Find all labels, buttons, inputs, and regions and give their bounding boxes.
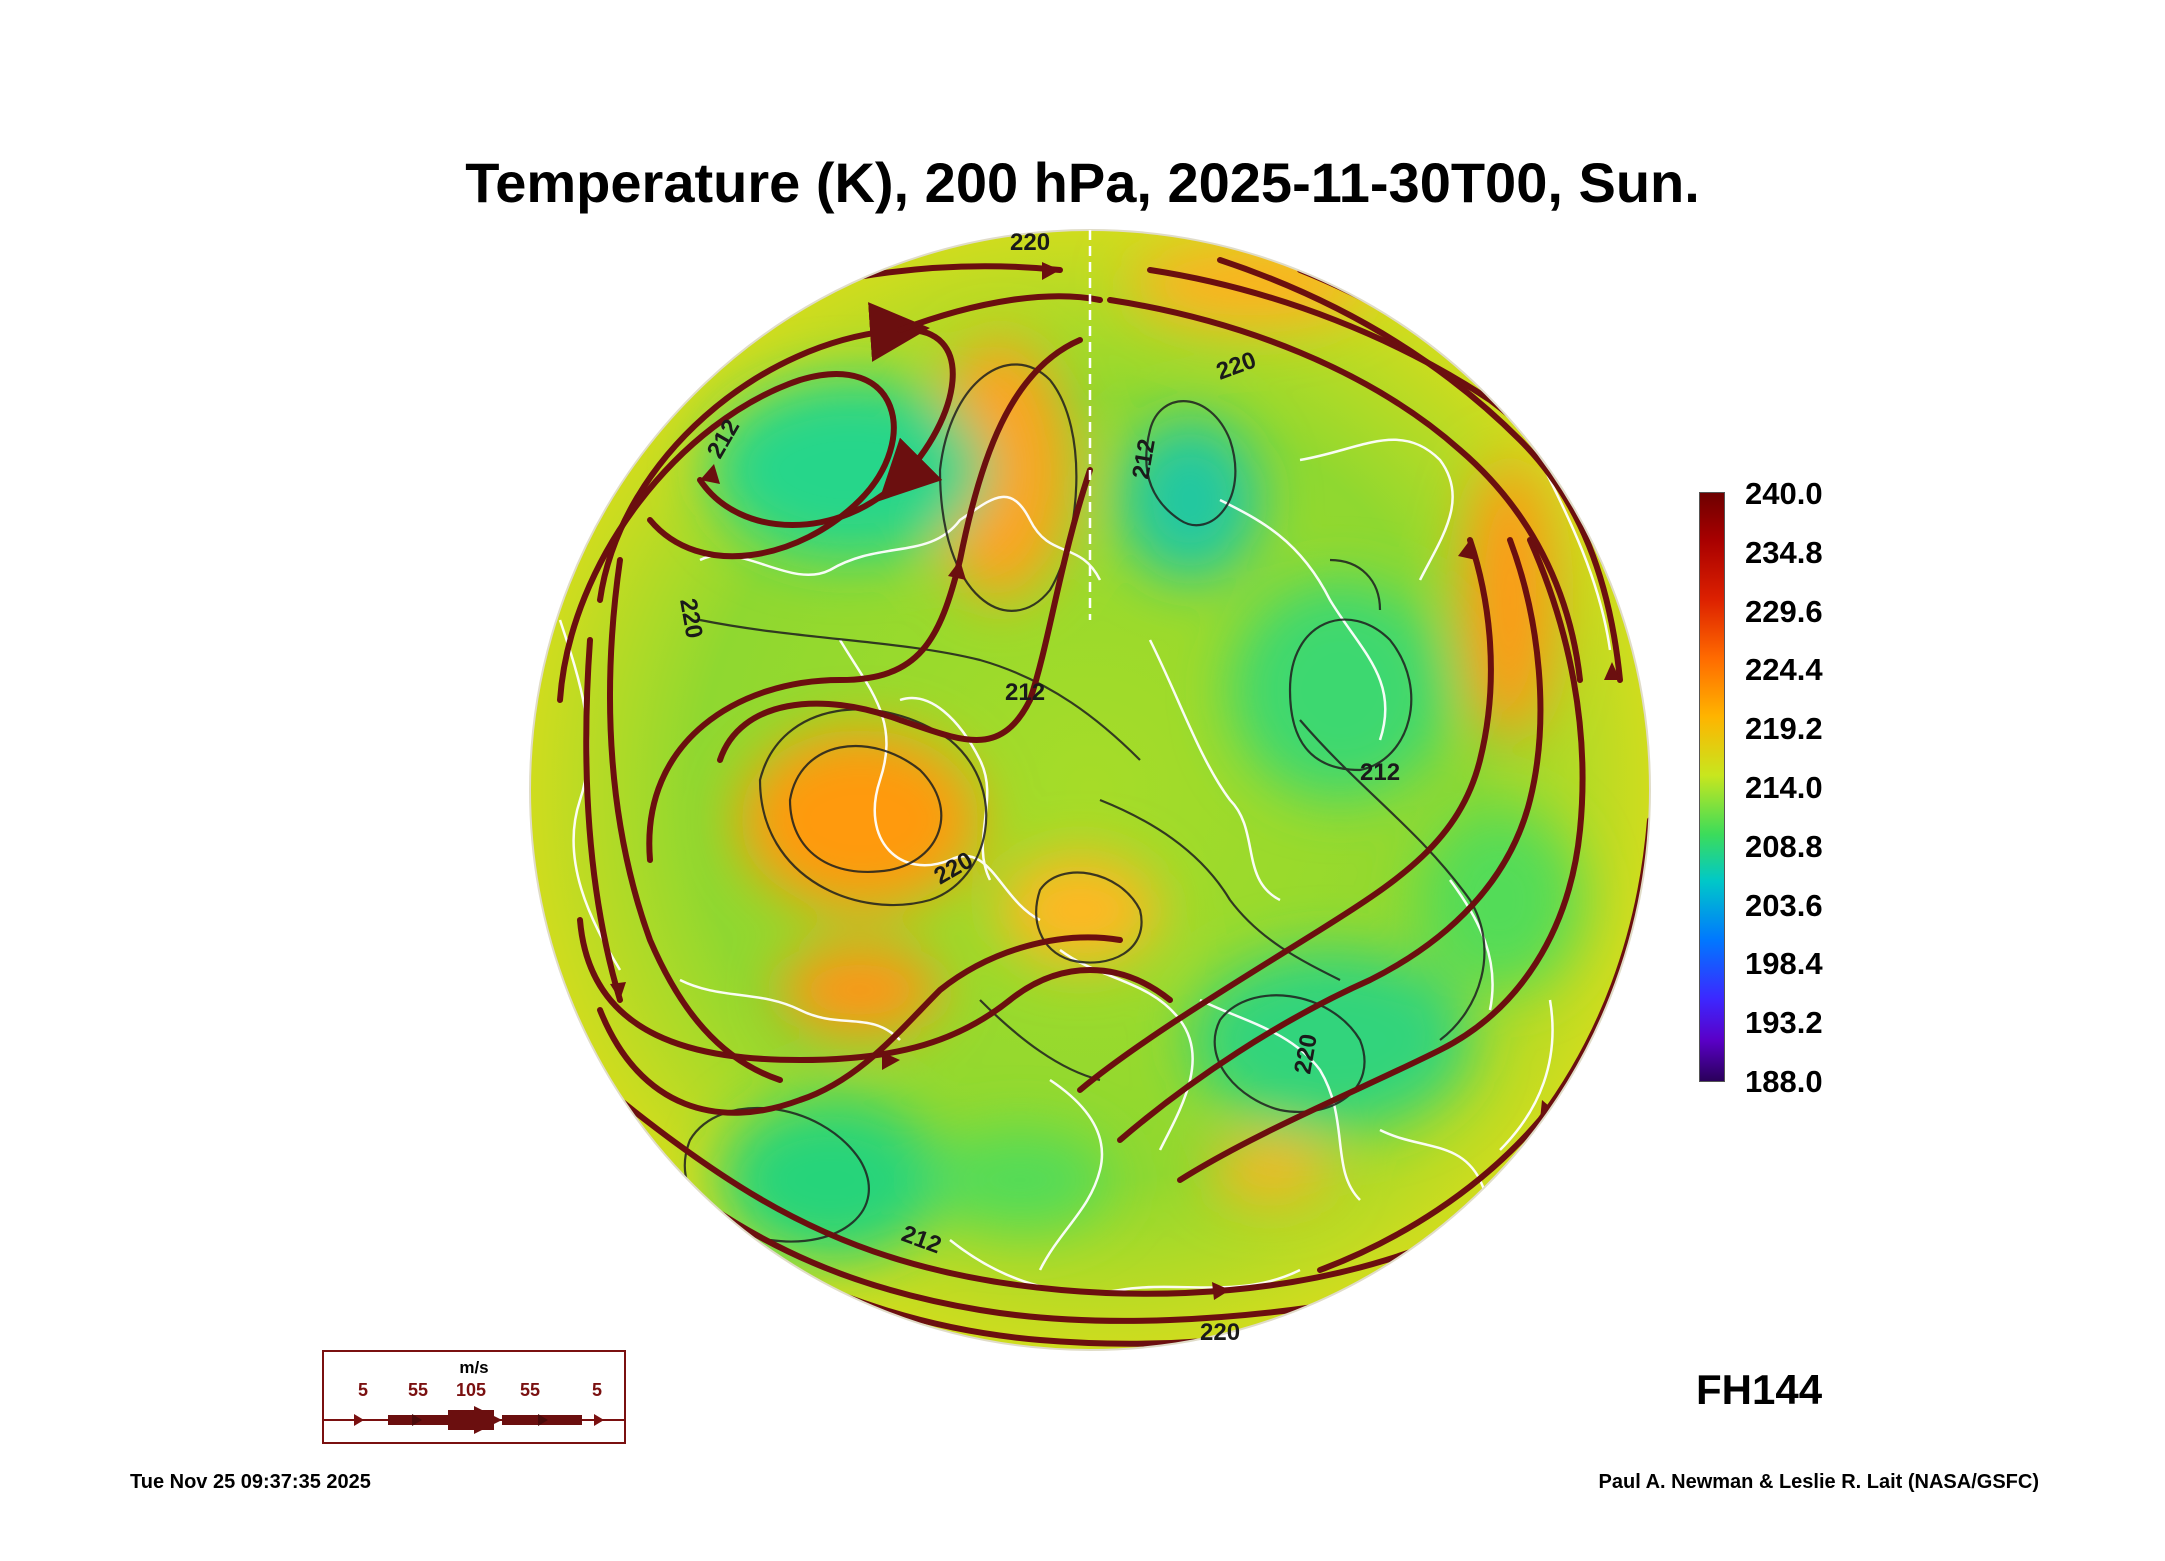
wind-legend-arrow [324,1406,624,1434]
temperature-field [530,230,1650,1350]
wind-legend-speed: 55 [520,1380,541,1400]
wind-legend-speed: 55 [408,1380,429,1400]
wind-legend-speed: 105 [456,1380,487,1400]
contour-label: 212 [1005,679,1045,706]
colorbar-tick-label: 229.6 [1745,593,1823,629]
wind-legend-speed: 5 [592,1380,603,1400]
credit: Paul A. Newman & Leslie R. Lait (NASA/GS… [1598,1471,2039,1493]
forecast-hour: FH144 [1696,1366,1823,1413]
colorbar-tick-label: 224.4 [1745,652,1823,688]
colorbar-tick-label: 219.2 [1745,711,1823,747]
wind-speed-legend: m/s 5 55 105 55 5 [322,1350,626,1444]
colorbar-tick-label: 240.0 [1745,476,1823,511]
colorbar-tick-label: 208.8 [1745,828,1823,864]
contour-label: 212 [1360,759,1400,786]
colorbar [1699,492,1725,1082]
colorbar-tick-label: 214.0 [1745,770,1823,805]
contour-label: 220 [1200,1319,1240,1346]
timestamp: Tue Nov 25 09:37:35 2025 [130,1471,371,1493]
colorbar-tick-label: 234.8 [1745,534,1823,570]
colorbar-tick-label: 198.4 [1745,946,1823,982]
contour-label: 220 [1010,229,1050,256]
wind-legend-speed: 5 [358,1380,369,1400]
colorbar-tick-label: 193.2 [1745,1005,1823,1041]
map-title: Temperature (K), 200 hPa, 2025-11-30T00,… [465,151,1700,214]
wind-legend-unit: m/s [459,1358,489,1377]
colorbar-tick-label: 203.6 [1745,887,1823,923]
streamline-arrowheads [610,262,1620,1300]
colorbar-tick-label: 188.0 [1745,1064,1823,1099]
